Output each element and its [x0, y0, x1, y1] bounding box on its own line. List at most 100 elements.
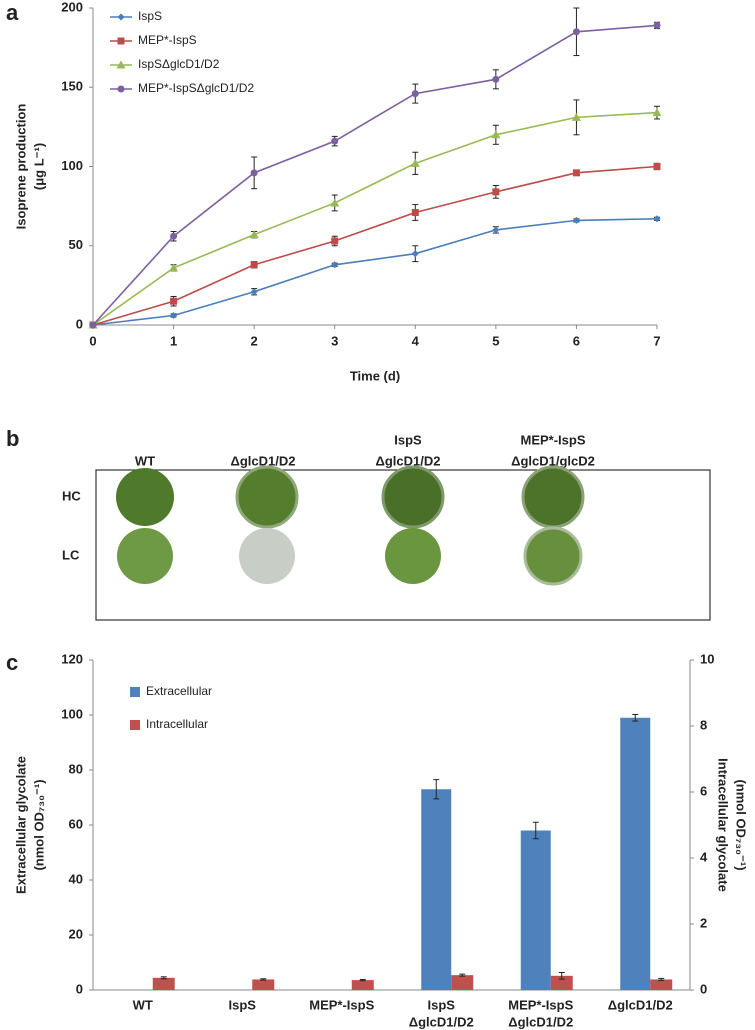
x-tick-label: 6: [573, 333, 580, 348]
x-tick-label: 5: [492, 333, 499, 348]
marker: [653, 163, 661, 170]
x-tick-label: WT: [133, 997, 153, 1012]
y-tick-label: 120: [61, 651, 83, 666]
legend-label: IspS: [138, 9, 162, 23]
colony: [523, 526, 583, 586]
legend-label: MEP*-IspSΔglcD1/D2: [138, 81, 254, 95]
x-tick-label: 1: [170, 333, 177, 348]
x-tick-label: IspS: [229, 997, 257, 1012]
marker: [331, 261, 339, 269]
legend-label: Extracellular: [146, 684, 212, 698]
bar: [451, 975, 474, 990]
colony: [381, 465, 445, 529]
bar: [421, 789, 452, 990]
y-axis-label: Isoprene production: [13, 104, 28, 230]
legend-marker: [117, 37, 125, 45]
series-line: [92, 24, 658, 326]
x-axis-label: Time (d): [350, 368, 400, 383]
y-axis-label: Extracellular glycolate: [13, 756, 28, 894]
colony: [385, 528, 441, 584]
y-tick-label: 0: [76, 316, 83, 331]
y2-axis-label: Intracellular glycolate: [716, 758, 731, 892]
column-label: ΔglcD1/D2: [231, 453, 296, 468]
colony: [117, 528, 173, 584]
panel-label: b: [6, 426, 19, 451]
marker: [330, 198, 340, 207]
marker: [571, 112, 581, 121]
marker: [169, 263, 179, 272]
y-tick-label: 200: [61, 0, 83, 14]
marker: [492, 75, 500, 83]
panel-label: a: [6, 0, 19, 25]
column-label: ΔglcD1/D2: [376, 453, 441, 468]
y-axis-label: (nmol OD₇₃₀⁻¹): [31, 779, 46, 870]
y-tick-label: 60: [69, 816, 83, 831]
marker: [249, 230, 259, 239]
panel-label: c: [6, 650, 18, 675]
y-tick-label: 20: [69, 926, 83, 941]
panel-b: b WT ΔglcD1/D2 IspS ΔglcD1/D2 MEP*-IspS …: [6, 426, 711, 621]
marker: [170, 297, 178, 305]
y-axis-label: (μg L⁻¹): [31, 143, 46, 190]
bar: [620, 717, 651, 990]
marker: [331, 237, 339, 245]
colony: [235, 465, 299, 529]
marker: [653, 21, 661, 29]
marker: [250, 169, 258, 177]
marker: [572, 28, 580, 36]
y2-tick-label: 0: [700, 981, 707, 996]
column-label: IspS: [394, 432, 422, 447]
y-tick-label: 80: [69, 761, 83, 776]
row-label: HC: [62, 488, 81, 503]
colony: [116, 468, 174, 526]
y2-tick-label: 6: [700, 783, 707, 798]
marker: [170, 232, 178, 240]
bar: [650, 979, 673, 990]
y-tick-label: 150: [61, 79, 83, 94]
y2-tick-label: 8: [700, 717, 707, 732]
x-tick-label: ΔglcD1/D2: [608, 997, 673, 1012]
series-line: [92, 165, 658, 326]
marker: [410, 158, 420, 167]
x-tick-label: ΔglcD1/D2: [508, 1014, 573, 1029]
legend-swatch: [130, 687, 140, 697]
y-tick-label: 50: [69, 237, 83, 252]
x-tick-label: ΔglcD1/D2: [409, 1014, 474, 1029]
legend-swatch: [130, 720, 140, 730]
y-tick-label: 100: [61, 706, 83, 721]
bar: [550, 975, 573, 990]
y-tick-label: 100: [61, 158, 83, 173]
colony: [239, 528, 295, 584]
column-label: MEP*-IspS: [520, 432, 585, 447]
y2-axis-label: (nmol OD₇₃₀⁻¹): [734, 779, 749, 870]
y-tick-label: 0: [76, 981, 83, 996]
colony: [521, 465, 585, 529]
marker: [89, 321, 97, 329]
x-tick-label: 3: [331, 333, 338, 348]
marker: [572, 169, 580, 177]
y2-tick-label: 4: [700, 849, 708, 864]
marker: [572, 216, 580, 224]
marker: [250, 288, 258, 296]
x-tick-label: 2: [251, 333, 258, 348]
x-tick-label: MEP*-IspS: [309, 997, 374, 1012]
legend-label: Intracellular: [146, 717, 208, 731]
marker: [653, 215, 661, 223]
marker: [491, 130, 501, 139]
marker: [411, 90, 419, 98]
legend-label: IspSΔglcD1/D2: [138, 57, 220, 71]
marker: [492, 226, 500, 234]
x-tick-label: IspS: [428, 997, 456, 1012]
marker: [492, 188, 500, 196]
column-label: WT: [135, 453, 155, 468]
bar: [252, 979, 275, 990]
row-label: LC: [62, 547, 80, 562]
x-tick-label: 4: [412, 333, 420, 348]
bar: [152, 977, 175, 990]
y2-tick-label: 10: [700, 651, 714, 666]
legend-label: MEP*-IspS: [138, 33, 197, 47]
marker: [331, 137, 339, 145]
bar: [520, 830, 551, 990]
x-tick-label: MEP*-IspS: [508, 997, 573, 1012]
